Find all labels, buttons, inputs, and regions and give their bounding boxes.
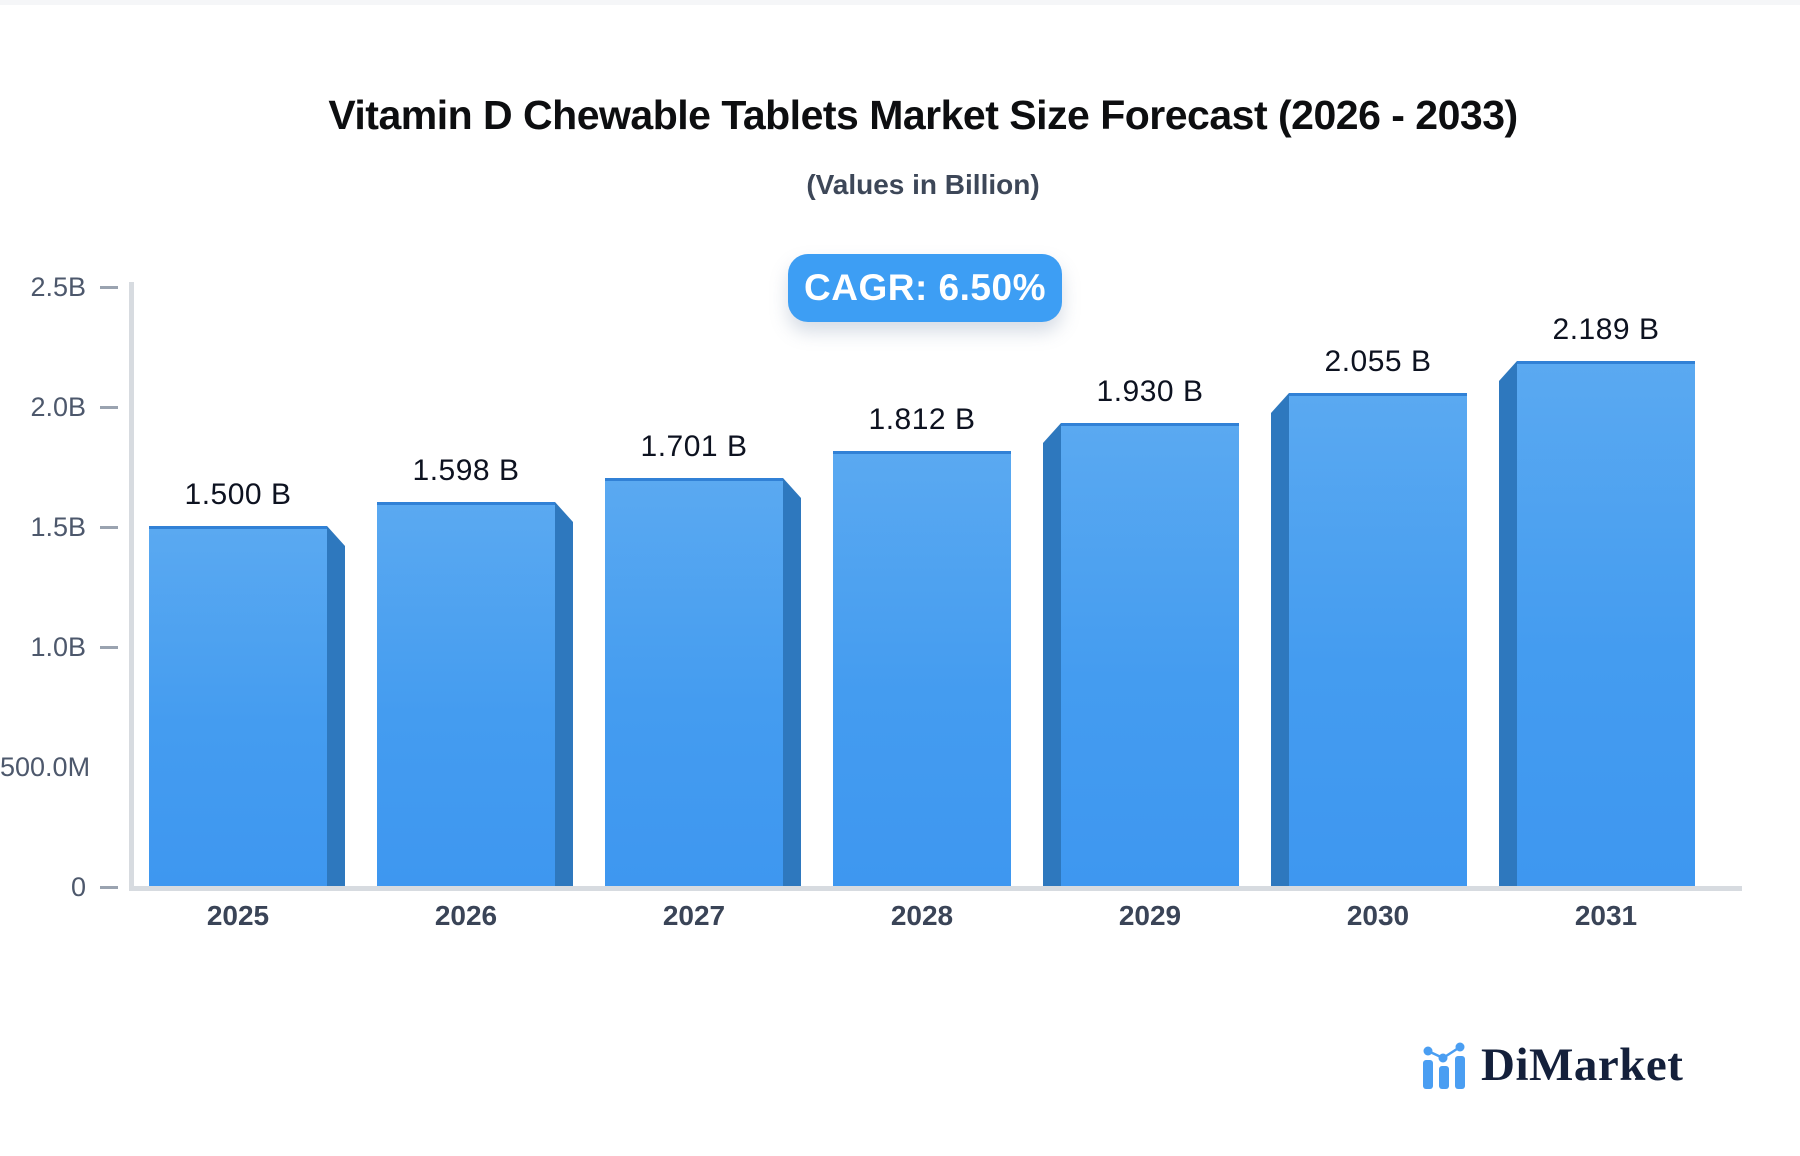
bar-chart-logo-icon xyxy=(1423,1042,1465,1089)
cagr-badge: CAGR: 6.50% xyxy=(788,254,1062,322)
y-axis-tick-label: 500.0M xyxy=(0,752,91,782)
y-axis-tick-label: 0 xyxy=(70,872,86,902)
x-axis-label-2030: 2030 xyxy=(1346,900,1410,931)
chart-subtitle: (Values in Billion) xyxy=(806,169,1040,200)
y-axis-tick-label: 2.0B xyxy=(30,392,86,422)
bar-3d-side-2027 xyxy=(783,478,801,886)
chart-title: Vitamin D Chewable Tablets Market Size F… xyxy=(328,92,1518,138)
bar-value-label-2026: 1.598 B xyxy=(412,454,520,487)
cagr-badge-label: CAGR: 6.50% xyxy=(804,267,1046,308)
x-axis-label-2025: 2025 xyxy=(206,900,270,931)
bar-value-label-2031: 2.189 B xyxy=(1552,313,1660,346)
y-axis-tick-mark xyxy=(100,406,118,409)
chart-header: Vitamin D Chewable Tablets Market Size F… xyxy=(0,92,1800,201)
bar-value-label-2027: 1.701 B xyxy=(640,430,748,463)
bar-3d-side-2031 xyxy=(1499,361,1517,886)
bar-3d-side-2025 xyxy=(327,526,345,886)
bar-3d-side-2029 xyxy=(1043,423,1061,886)
bar-2025 xyxy=(149,526,327,886)
x-axis-label-2027: 2027 xyxy=(662,900,726,931)
bar-2031 xyxy=(1517,361,1695,886)
bar-value-label-2028: 1.812 B xyxy=(868,403,976,436)
y-axis-tick-label: 2.5B xyxy=(30,272,86,302)
y-axis-tick-label: 1.0B xyxy=(30,632,86,662)
brand-name: DiMarket xyxy=(1481,1039,1684,1091)
y-axis-tick-mark xyxy=(100,526,118,529)
y-axis-tick-label: 1.5B xyxy=(30,512,86,542)
bar-value-label-2025: 1.500 B xyxy=(184,478,292,511)
y-axis-line xyxy=(129,282,134,891)
brand-logo: DiMarket xyxy=(1422,1038,1683,1092)
x-axis-label-2026: 2026 xyxy=(434,900,498,931)
x-axis-baseline xyxy=(129,886,1742,891)
bar-value-label-2030: 2.055 B xyxy=(1324,345,1432,378)
page-top-border xyxy=(0,0,1800,5)
x-axis-label-2029: 2029 xyxy=(1118,900,1182,931)
y-axis-tick-mark xyxy=(100,286,118,289)
bar-2026 xyxy=(377,502,555,886)
bar-3d-side-2026 xyxy=(555,502,573,886)
bar-2030 xyxy=(1289,393,1467,886)
bar-2029 xyxy=(1061,423,1239,886)
y-axis-tick-mark xyxy=(100,886,118,889)
bar-2027 xyxy=(605,478,783,886)
bar-2028 xyxy=(833,451,1011,886)
bar-3d-side-2030 xyxy=(1271,393,1289,886)
x-axis-label-2028: 2028 xyxy=(890,900,954,931)
bar-value-label-2029: 1.930 B xyxy=(1096,375,1204,408)
y-axis-tick-mark xyxy=(100,646,118,649)
x-axis-label-2031: 2031 xyxy=(1574,900,1638,931)
